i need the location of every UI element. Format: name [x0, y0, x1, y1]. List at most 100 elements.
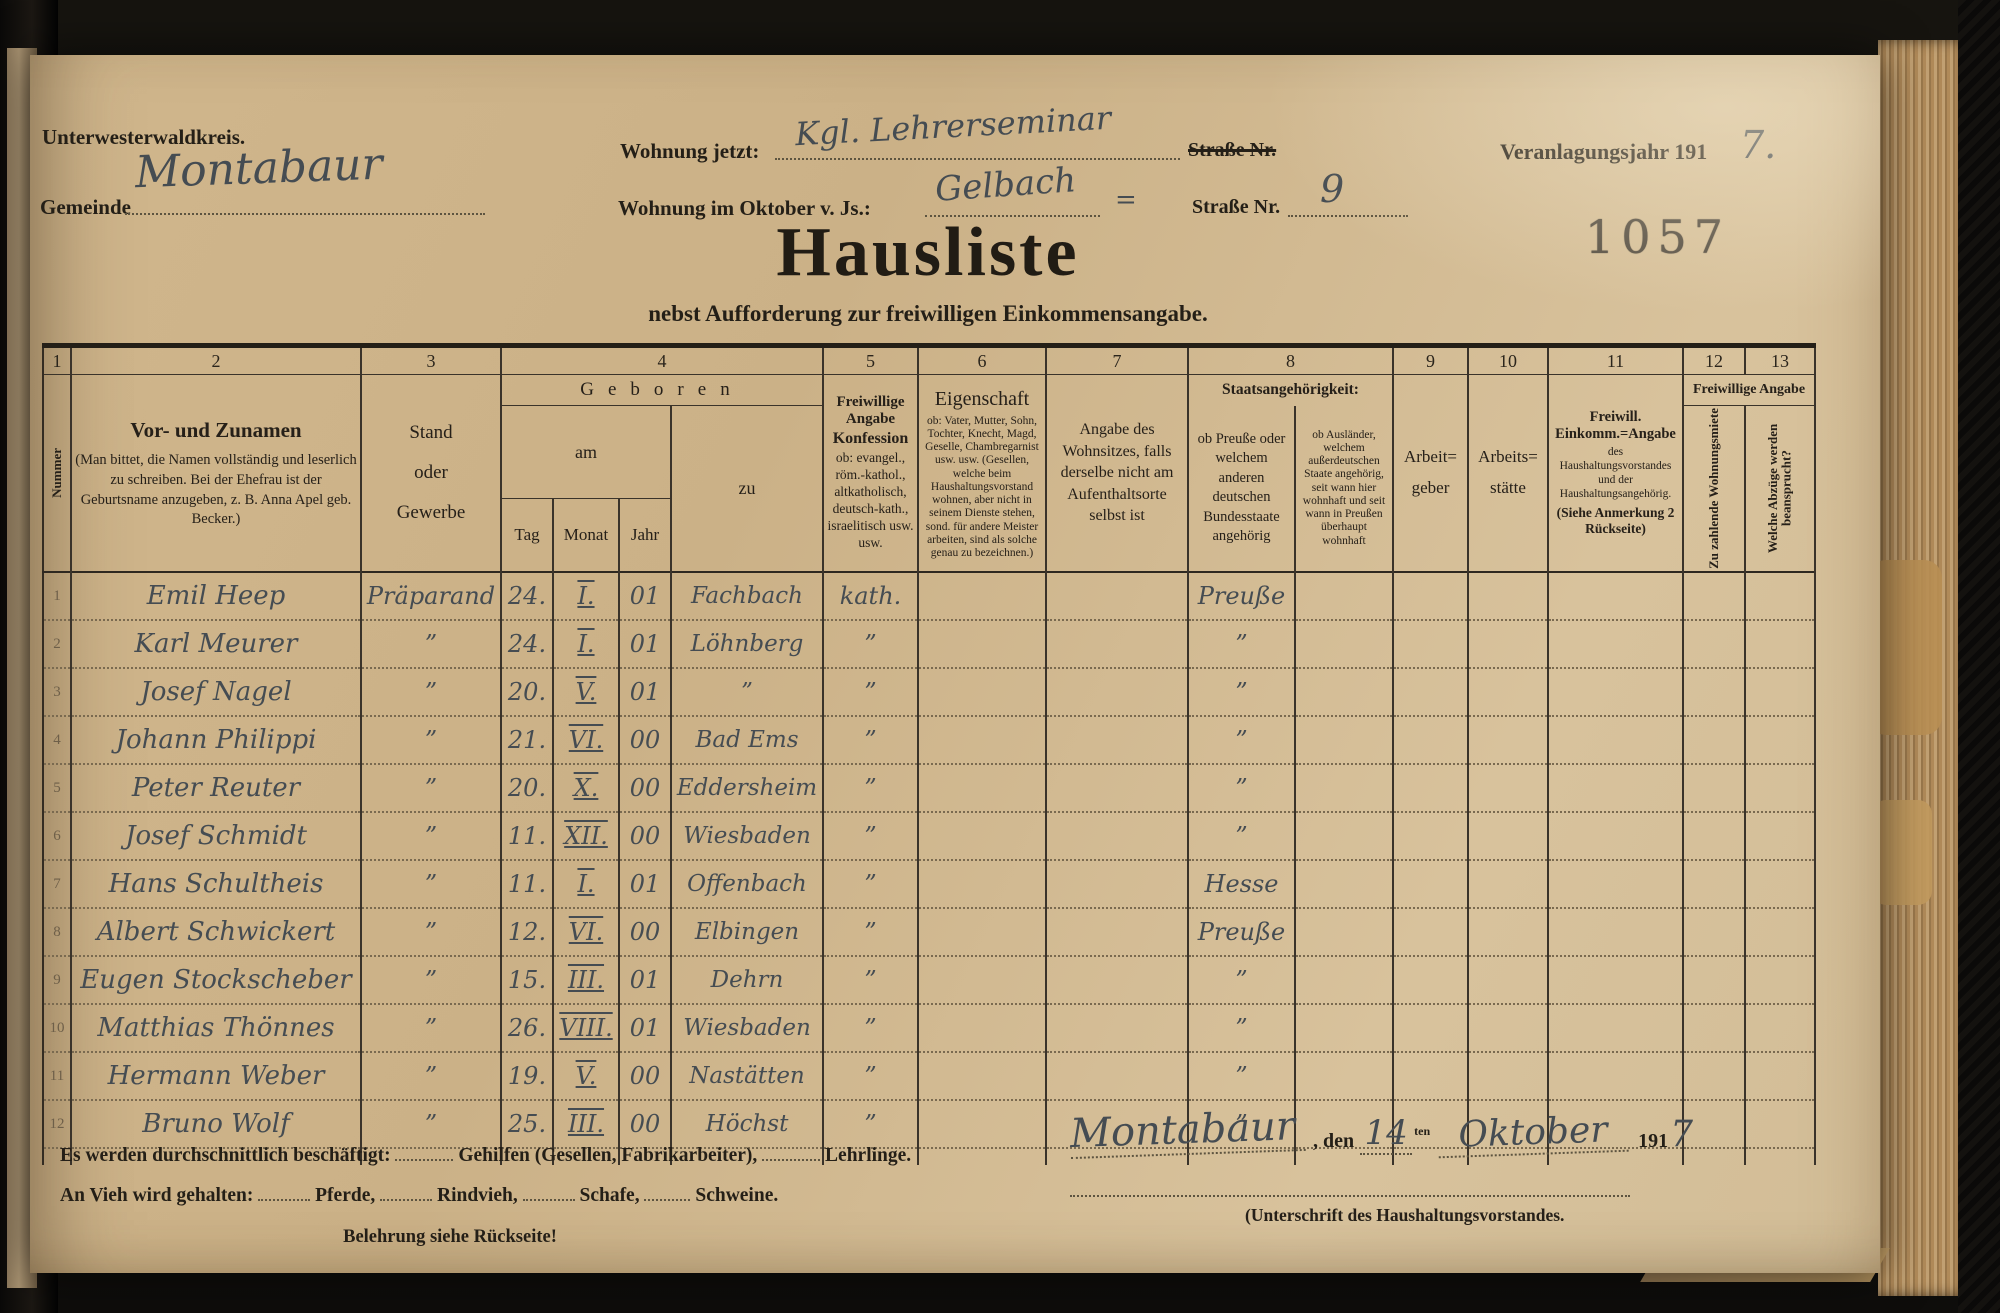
vieh-blank-1	[258, 1183, 311, 1201]
gemeinde-value-handwritten: Montabaur	[134, 138, 384, 199]
header-wohnsitz: Angabe des Wohnsitzes, falls derselbe ni…	[1046, 374, 1189, 572]
table-row: 1 Emil Heep Präparand 24. I. 01 Fachbach…	[43, 572, 1816, 621]
cell-birth-day: 26.	[501, 1004, 554, 1053]
header-tag: Tag	[501, 498, 554, 572]
cell-stand: ”	[361, 956, 502, 1005]
schafe-label: Schafe,	[579, 1185, 640, 1206]
sig-place-handwritten: Montabaur	[1069, 1102, 1306, 1160]
header-wohnungsmiete-rotated: Zu zahlende Wohnungsmiete	[1683, 405, 1746, 572]
cell-eigenschaft	[918, 1052, 1047, 1101]
cell-row-number: 12	[43, 1100, 72, 1149]
cell-birth-year: 01	[619, 956, 672, 1005]
cell-name: Bruno Wolf	[71, 1100, 362, 1149]
wohnung-jetzt-value-handwritten: Kgl. Lehrerseminar	[794, 98, 1112, 154]
cell-stand: ”	[361, 1004, 502, 1053]
table-row: 8 Albert Schwickert ” 12. VI. 00 Elbinge…	[43, 908, 1816, 957]
sig-year-printed: 191	[1638, 1130, 1669, 1152]
cell-row-number: 2	[43, 620, 72, 669]
signature-block: Montabaur , den 14 ten Oktober 191 7 (Un…	[1069, 1102, 1750, 1226]
header-eigenschaft: Eigenschaft ob: Vater, Mutter, Sohn, Toc…	[918, 374, 1047, 572]
cell-konfession: ”	[823, 860, 919, 909]
cell-einkommen	[1548, 1100, 1684, 1149]
cell-abzuege	[1745, 620, 1816, 669]
cell-eigenschaft	[918, 716, 1047, 765]
cell-auslaender	[1295, 1052, 1394, 1101]
cell-birth-place: Löhnberg	[671, 620, 824, 669]
beschaeftigt-blank-1	[395, 1143, 454, 1161]
cell-birth-place: Wiesbaden	[671, 1004, 824, 1053]
cell-wohnungsmiete	[1683, 764, 1746, 813]
cell-arbeitsstaette	[1468, 668, 1549, 717]
cell-wohnungsmiete	[1683, 812, 1746, 861]
cell-birth-place: Fachbach	[671, 572, 824, 621]
names-header-title: Vor- und Zunamen	[130, 418, 302, 443]
cell-wohnsitz	[1046, 1100, 1189, 1149]
strasse-nr-struck: Straße Nr.	[1188, 139, 1277, 161]
table-row: 2 Karl Meurer ” 24. I. 01 Löhnberg ” ”	[43, 620, 1816, 669]
cell-stand: Präparand	[361, 572, 502, 621]
cell-auslaender	[1295, 1004, 1394, 1053]
strasse-nr-label: Straße Nr.	[1192, 196, 1281, 218]
cell-birth-month: X.	[553, 764, 620, 813]
cell-abzuege	[1745, 956, 1816, 1005]
konfession-header-line2: Konfession	[832, 430, 909, 448]
footer-vieh-line: An Vieh wird gehalten: Pferde, Rindvieh,…	[60, 1183, 778, 1207]
wohnung-jetzt-fill-line	[775, 158, 1180, 160]
page-subtitle: nebst Aufforderung zur freiwilligen Eink…	[648, 301, 1208, 326]
cell-einkommen	[1548, 764, 1684, 813]
beschaeftigt-blank-2	[762, 1143, 821, 1161]
cell-arbeitgeber	[1393, 956, 1469, 1005]
cell-arbeitsstaette	[1468, 620, 1549, 669]
cell-birth-month: V.	[553, 1052, 620, 1101]
cell-eigenschaft	[918, 860, 1047, 909]
beschaeftigt-label: Es werden durchschnittlich beschäftigt:	[60, 1145, 391, 1166]
wohnung-oktober-value-handwritten: Gelbach	[933, 160, 1078, 210]
header-am: am	[501, 405, 672, 499]
cell-einkommen	[1548, 1004, 1684, 1053]
col-number: 7	[1046, 345, 1189, 375]
veranlagungsjahr-label: Veranlagungsjahr 191	[1500, 139, 1708, 164]
cell-birth-place: Nastätten	[671, 1052, 824, 1101]
cell-wohnungsmiete	[1683, 956, 1746, 1005]
table-row: 5 Peter Reuter ” 20. X. 00 Eddersheim ” …	[43, 764, 1816, 813]
lehrlinge-label: Lehrlinge.	[825, 1145, 912, 1166]
gemeinde-fill-line	[125, 213, 485, 215]
cell-birth-day: 20.	[501, 764, 554, 813]
cell-wohnsitz	[1046, 860, 1189, 909]
cell-abzuege	[1745, 1004, 1816, 1053]
cell-einkommen	[1548, 716, 1684, 765]
cell-staatsangehoerigkeit: ”	[1188, 620, 1296, 669]
cell-birth-place: Höchst	[671, 1100, 824, 1149]
cell-eigenschaft	[918, 668, 1047, 717]
table-row: 11 Hermann Weber ” 19. V. 00 Nastätten ”…	[43, 1052, 1816, 1101]
col-number: 3	[361, 345, 502, 375]
cell-wohnungsmiete	[1683, 572, 1746, 621]
cell-konfession: ”	[823, 908, 919, 957]
gemeinde-label: Gemeinde	[40, 195, 131, 219]
cell-wohnungsmiete	[1683, 908, 1746, 957]
cell-abzuege	[1745, 668, 1816, 717]
cell-konfession: ”	[823, 1004, 919, 1053]
cell-stand: ”	[361, 1052, 502, 1101]
cell-row-number: 1	[43, 572, 72, 621]
konfession-header-note: ob: evangel., röm.-kathol., altkatholisc…	[827, 450, 914, 550]
col-number: 10	[1468, 345, 1549, 375]
column-number-row: 1 2 3 4 5 6 7 8 9 10 11 12 13	[43, 345, 1816, 375]
cell-stand: ”	[361, 1100, 502, 1149]
cell-birth-year: 00	[619, 1052, 672, 1101]
cell-abzuege	[1745, 908, 1816, 957]
rindvieh-label: Rindvieh,	[436, 1185, 518, 1206]
wohnung-oktober-fill-line	[925, 215, 1100, 217]
cell-eigenschaft	[918, 1100, 1047, 1149]
cell-birth-year: 00	[619, 1100, 672, 1149]
vieh-blank-4	[644, 1183, 691, 1201]
cell-arbeitsstaette	[1468, 716, 1549, 765]
col-number: 11	[1548, 345, 1684, 375]
cell-staatsangehoerigkeit: ”	[1188, 668, 1296, 717]
cell-staatsangehoerigkeit: ”	[1188, 1004, 1296, 1053]
cell-row-number: 5	[43, 764, 72, 813]
table-row: 9 Eugen Stockscheber ” 15. III. 01 Dehrn…	[43, 956, 1816, 1005]
vieh-label: An Vieh wird gehalten:	[60, 1185, 254, 1206]
cell-wohnsitz	[1046, 620, 1189, 669]
cell-eigenschaft	[918, 572, 1047, 621]
